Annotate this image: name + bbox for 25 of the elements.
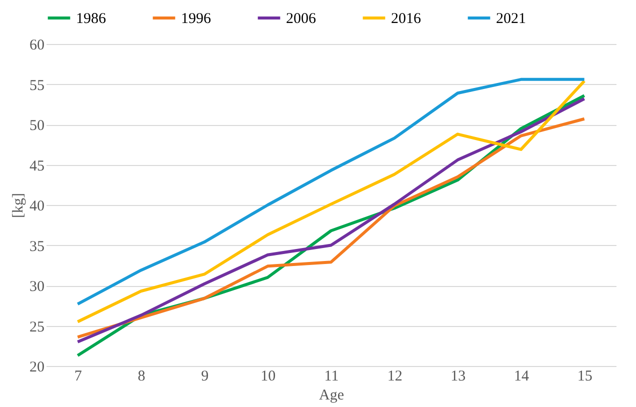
legend-label: 1986: [76, 11, 106, 27]
x-tick-label: 13: [450, 368, 466, 384]
y-axis-title: [kg]: [10, 193, 26, 218]
x-tick-label: 14: [514, 368, 530, 384]
x-tick-label: 12: [387, 368, 402, 384]
y-tick-label: 35: [30, 238, 44, 255]
y-tick-label: 55: [30, 78, 44, 94]
x-tick-label: 11: [324, 368, 339, 384]
x-tick-label: 8: [138, 368, 146, 384]
y-tick-label: 60: [30, 38, 44, 54]
y-tick-label: 45: [30, 158, 44, 174]
y-tick-label: 40: [30, 198, 44, 214]
y-tick-label: 25: [30, 319, 44, 336]
x-tick-label: 7: [74, 368, 82, 384]
x-axis-title: Age: [319, 388, 344, 404]
legend-label: 1996: [181, 11, 212, 27]
x-tick-label: 15: [577, 368, 592, 384]
legend-label: 2016: [391, 11, 422, 27]
legend-label: 2021: [496, 11, 526, 27]
x-tick-label: 10: [260, 368, 276, 384]
y-tick-label: 50: [30, 118, 44, 134]
y-tick-label: 30: [30, 279, 44, 295]
legend-label: 2006: [286, 11, 316, 27]
y-tick-label: 20: [30, 360, 44, 376]
x-tick-label: 9: [201, 368, 209, 384]
